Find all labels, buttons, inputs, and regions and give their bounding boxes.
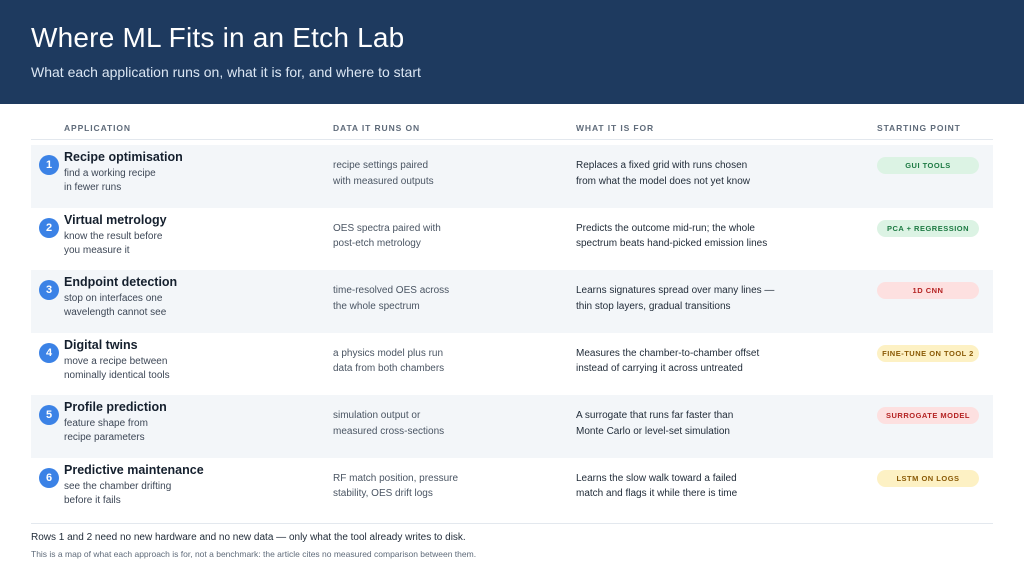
application-description: move a recipe between nominally identical… xyxy=(64,355,214,383)
application-description: stop on interfaces one wavelength cannot … xyxy=(64,292,214,320)
application-description-line: see the chamber drifting xyxy=(64,480,172,492)
column-header-purpose: WHAT IT IS FOR xyxy=(576,123,655,133)
application-description-line: feature shape from xyxy=(64,418,148,430)
purpose-cell: Learns the slow walk toward a failed matc… xyxy=(576,471,816,502)
application-title: Recipe optimisation xyxy=(64,150,183,164)
footer-divider xyxy=(31,523,993,524)
data-source-line: the whole spectrum xyxy=(333,300,420,312)
page-subtitle: What each application runs on, what it i… xyxy=(31,64,421,80)
application-description-line: know the result before xyxy=(64,230,163,242)
row-number-badge: 1 xyxy=(39,155,59,175)
application-description-line: in fewer runs xyxy=(64,182,122,193)
row-number-badge: 2 xyxy=(39,217,59,238)
starting-point-badge: LSTM ON LOGS xyxy=(877,469,979,487)
purpose-cell: Measures the chamber-to-chamber offset in… xyxy=(576,346,816,377)
purpose-cell: Predicts the outcome mid-run; the whole s… xyxy=(576,221,816,252)
application-description-line: nominally identical tools xyxy=(64,369,170,381)
data-source-line: post-etch metrology xyxy=(333,238,421,250)
table-row: 2 Virtual metrology know the result before… xyxy=(31,208,993,271)
data-source-line: RF match position, pressure xyxy=(333,472,459,484)
applications-table: 1 Recipe optimisation find a working recip… xyxy=(31,145,993,521)
purpose-line: from what the model does not yet know xyxy=(576,175,750,187)
purpose-line: A surrogate that runs far faster than xyxy=(576,410,734,422)
purpose-line: Measures the chamber-to-chamber offset xyxy=(576,347,760,359)
column-header-data: DATA IT RUNS ON xyxy=(333,123,421,133)
application-title: Profile prediction xyxy=(64,400,167,415)
application-description-line: wavelength cannot see xyxy=(64,307,167,319)
table-row: 6 Predictive maintenance see the chamber d… xyxy=(31,458,993,521)
application-description-line: you measure it xyxy=(64,244,130,256)
starting-point-badge: FINE-TUNE ON TOOL 2 xyxy=(877,344,979,362)
purpose-line: thin stop layers, gradual transitions xyxy=(576,300,731,312)
data-source-line: a physics model plus run xyxy=(333,347,444,359)
application-title: Predictive maintenance xyxy=(64,462,204,477)
table-row: 5 Profile prediction feature shape from rec… xyxy=(31,395,993,458)
application-description-line: find a working recipe xyxy=(64,168,156,179)
application-description-line: before it fails xyxy=(64,494,121,506)
data-source-line: stability, OES drift logs xyxy=(333,488,433,500)
row-number-badge: 4 xyxy=(39,342,59,363)
application-title: Virtual metrology xyxy=(64,212,167,227)
data-source-line: recipe settings paired xyxy=(333,160,429,171)
starting-point-badge: SURROGATE MODEL xyxy=(877,407,979,425)
purpose-line: Learns the slow walk toward a failed xyxy=(576,472,737,484)
purpose-line: Predicts the outcome mid-run; the whole xyxy=(576,222,755,234)
data-source-line: measured cross-sections xyxy=(333,425,445,437)
table-row: 4 Digital twins move a recipe between nomin… xyxy=(31,333,993,396)
application-description-line: recipe parameters xyxy=(64,432,145,444)
purpose-line: match and flags it while there is time xyxy=(576,488,738,500)
application-description: know the result before you measure it xyxy=(64,230,214,258)
data-source-cell: OES spectra paired with post-etch metrolo… xyxy=(333,221,543,252)
data-source-line: data from both chambers xyxy=(333,363,445,375)
header-banner: Where ML Fits in an Etch Lab What each a… xyxy=(0,0,1024,104)
data-source-line: time-resolved OES across xyxy=(333,285,450,297)
application-description-line: move a recipe between xyxy=(64,355,168,367)
starting-point-badge: PCA + REGRESSION xyxy=(877,219,979,237)
purpose-line: instead of carrying it across untreated xyxy=(576,363,743,375)
application-description-line: stop on interfaces one xyxy=(64,293,163,305)
application-title: Endpoint detection xyxy=(64,275,178,290)
footer-note-primary: Rows 1 and 2 need no new hardware and no… xyxy=(31,532,466,543)
purpose-cell: Learns signatures spread over many lines… xyxy=(576,283,816,314)
purpose-cell: A surrogate that runs far faster than Mon… xyxy=(576,408,816,439)
table-row: 1 Recipe optimisation find a working recip… xyxy=(31,145,993,208)
purpose-line: Replaces a fixed grid with runs chosen xyxy=(576,160,748,171)
purpose-line: spectrum beats hand-picked emission line… xyxy=(576,238,768,250)
starting-point-badge: GUI TOOLS xyxy=(877,157,979,174)
purpose-line: Learns signatures spread over many lines… xyxy=(576,285,775,297)
purpose-cell: Replaces a fixed grid with runs chosen fr… xyxy=(576,158,816,189)
application-title: Digital twins xyxy=(64,337,138,352)
data-source-cell: simulation output or measured cross-secti… xyxy=(333,408,543,439)
data-source-cell: RF match position, pressure stability, OE… xyxy=(333,471,543,502)
starting-point-badge: 1D CNN xyxy=(877,282,979,300)
application-description: find a working recipe in fewer runs xyxy=(64,167,214,195)
page-title: Where ML Fits in an Etch Lab xyxy=(31,22,405,53)
column-header-starting-point: STARTING POINT xyxy=(877,123,961,133)
row-number-badge: 6 xyxy=(39,467,59,488)
purpose-line: Monte Carlo or level-set simulation xyxy=(576,425,730,437)
table-header: APPLICATION DATA IT RUNS ON WHAT IT IS F… xyxy=(31,118,993,140)
application-description: see the chamber drifting before it fails xyxy=(64,480,214,508)
data-source-line: with measured outputs xyxy=(333,175,434,187)
row-number-badge: 3 xyxy=(39,280,59,301)
data-source-cell: a physics model plus run data from both c… xyxy=(333,346,543,377)
data-source-cell: time-resolved OES across the whole spectr… xyxy=(333,283,543,314)
application-description: feature shape from recipe parameters xyxy=(64,417,214,445)
data-source-line: OES spectra paired with xyxy=(333,222,441,234)
column-header-application: APPLICATION xyxy=(64,123,131,133)
footer-note-secondary: This is a map of what each approach is f… xyxy=(31,549,477,559)
row-number-badge: 5 xyxy=(39,405,59,426)
table-row: 3 Endpoint detection stop on interfaces on… xyxy=(31,270,993,333)
data-source-line: simulation output or xyxy=(333,410,421,422)
data-source-cell: recipe settings paired with measured outp… xyxy=(333,158,543,189)
